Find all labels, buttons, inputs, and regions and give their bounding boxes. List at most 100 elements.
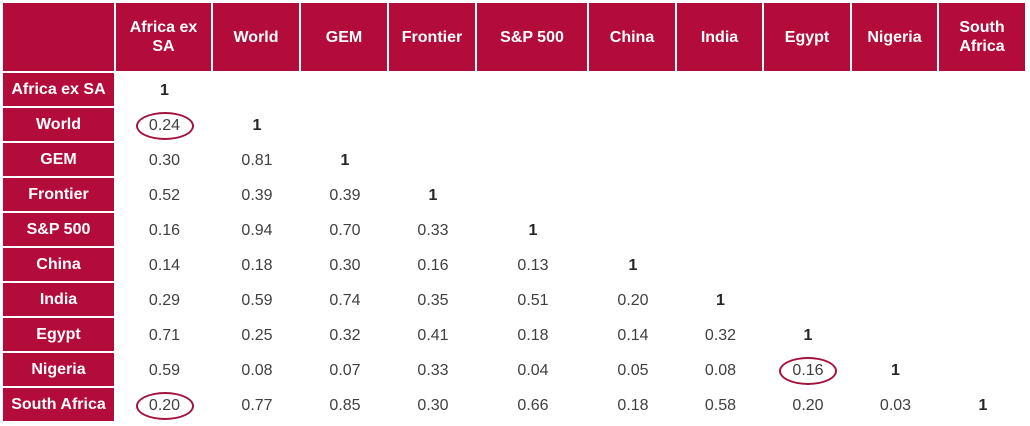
empty-cell	[589, 108, 677, 143]
empty-cell	[939, 318, 1027, 353]
correlation-cell: 1	[389, 178, 477, 213]
correlation-value: 1	[628, 256, 638, 274]
column-header: China	[589, 3, 677, 73]
correlation-cell: 0.18	[589, 388, 677, 423]
matrix-body: Africa ex SA 1 World 0.24 1 GEM 0.30 0.81 1 Front…	[3, 73, 1027, 423]
correlation-cell: 1	[852, 353, 939, 388]
correlation-cell: 0.16	[764, 353, 852, 388]
correlation-value: 0.52	[148, 186, 181, 204]
highlight-circle	[135, 391, 194, 420]
correlation-value: 0.30	[329, 256, 361, 274]
empty-cell	[477, 73, 589, 108]
empty-cell	[764, 283, 852, 318]
empty-cell	[477, 108, 589, 143]
correlation-cell: 0.30	[301, 248, 389, 283]
empty-cell	[939, 178, 1027, 213]
correlation-cell: 1	[677, 283, 764, 318]
row-header: India	[3, 283, 116, 318]
correlation-cell: 1	[764, 318, 852, 353]
correlation-value: 0.14	[148, 256, 181, 274]
correlation-value: 0.39	[241, 186, 273, 204]
empty-cell	[852, 73, 939, 108]
empty-cell	[852, 318, 939, 353]
correlation-cell: 1	[301, 143, 389, 178]
correlation-value: 0.74	[329, 291, 361, 309]
empty-cell	[589, 143, 677, 178]
correlation-cell: 0.18	[213, 248, 301, 283]
correlation-cell: 0.04	[477, 353, 589, 388]
correlation-cell: 0.14	[589, 318, 677, 353]
column-header: India	[677, 3, 764, 73]
correlation-cell: 0.16	[389, 248, 477, 283]
empty-cell	[852, 248, 939, 283]
correlation-cell: 0.08	[677, 353, 764, 388]
correlation-cell: 1	[213, 108, 301, 143]
correlation-value: 0.30	[148, 151, 181, 169]
empty-cell	[764, 73, 852, 108]
correlation-value: 0.32	[704, 326, 737, 344]
empty-cell	[301, 73, 389, 108]
empty-cell	[764, 213, 852, 248]
correlation-value: 0.59	[148, 361, 181, 379]
correlation-cell: 0.81	[213, 143, 301, 178]
correlation-cell: 0.24	[116, 108, 213, 143]
empty-cell	[852, 143, 939, 178]
header-row: Africa ex SA World GEM Frontier S&P 500 China…	[3, 3, 1027, 73]
corner-cell	[3, 3, 116, 73]
table-row: South Africa 0.20 0.77 0.85 0.30 0.66 0.18 0.58…	[3, 388, 1027, 423]
correlation-matrix-table: Africa ex SA World GEM Frontier S&P 500 China…	[3, 3, 1027, 423]
correlation-cell: 0.05	[589, 353, 677, 388]
correlation-value: 0.14	[617, 326, 649, 344]
table-row: China 0.14 0.18 0.30 0.16 0.13 1	[3, 248, 1027, 283]
correlation-value: 0.20	[617, 291, 649, 309]
correlation-cell: 0.74	[301, 283, 389, 318]
empty-cell	[589, 178, 677, 213]
correlation-cell: 0.20	[116, 388, 213, 423]
correlation-value: 0.32	[329, 326, 361, 344]
correlation-value: 0.20	[148, 396, 181, 414]
correlation-value: 0.58	[704, 396, 737, 414]
correlation-value: 0.07	[329, 361, 361, 379]
correlation-value: 1	[803, 326, 813, 344]
correlation-cell: 0.07	[301, 353, 389, 388]
correlation-value: 0.16	[792, 361, 824, 379]
correlation-value: 0.39	[329, 186, 361, 204]
correlation-value: 0.25	[241, 326, 273, 344]
correlation-cell: 0.14	[116, 248, 213, 283]
correlation-value: 1	[978, 396, 988, 414]
empty-cell	[589, 73, 677, 108]
table-row: Nigeria 0.59 0.08 0.07 0.33 0.04 0.05 0.08 0.16 1	[3, 353, 1027, 388]
correlation-value: 1	[340, 151, 350, 169]
correlation-cell: 1	[116, 73, 213, 108]
correlation-cell: 0.77	[213, 388, 301, 423]
correlation-cell: 0.59	[116, 353, 213, 388]
row-header: Nigeria	[3, 353, 116, 388]
empty-cell	[852, 283, 939, 318]
correlation-value: 0.94	[241, 221, 273, 239]
correlation-value: 1	[891, 361, 900, 379]
correlation-cell: 0.58	[677, 388, 764, 423]
row-header: South Africa	[3, 388, 116, 423]
column-header: Egypt	[764, 3, 852, 73]
correlation-value: 0.35	[417, 291, 449, 309]
correlation-cell: 0.59	[213, 283, 301, 318]
correlation-cell: 0.32	[301, 318, 389, 353]
correlation-value: 1	[528, 221, 538, 239]
table-row: GEM 0.30 0.81 1	[3, 143, 1027, 178]
correlation-cell: 0.33	[389, 213, 477, 248]
empty-cell	[939, 248, 1027, 283]
column-header: S&P 500	[477, 3, 589, 73]
table-row: World 0.24 1	[3, 108, 1027, 143]
empty-cell	[852, 108, 939, 143]
correlation-cell: 0.39	[213, 178, 301, 213]
empty-cell	[389, 143, 477, 178]
table-row: Africa ex SA 1	[3, 73, 1027, 108]
correlation-cell: 0.52	[116, 178, 213, 213]
empty-cell	[389, 108, 477, 143]
correlation-value: 0.24	[148, 116, 181, 134]
empty-cell	[939, 108, 1027, 143]
correlation-value: 0.41	[417, 326, 449, 344]
correlation-value: 0.33	[417, 361, 449, 379]
correlation-cell: 0.85	[301, 388, 389, 423]
correlation-cell: 0.33	[389, 353, 477, 388]
